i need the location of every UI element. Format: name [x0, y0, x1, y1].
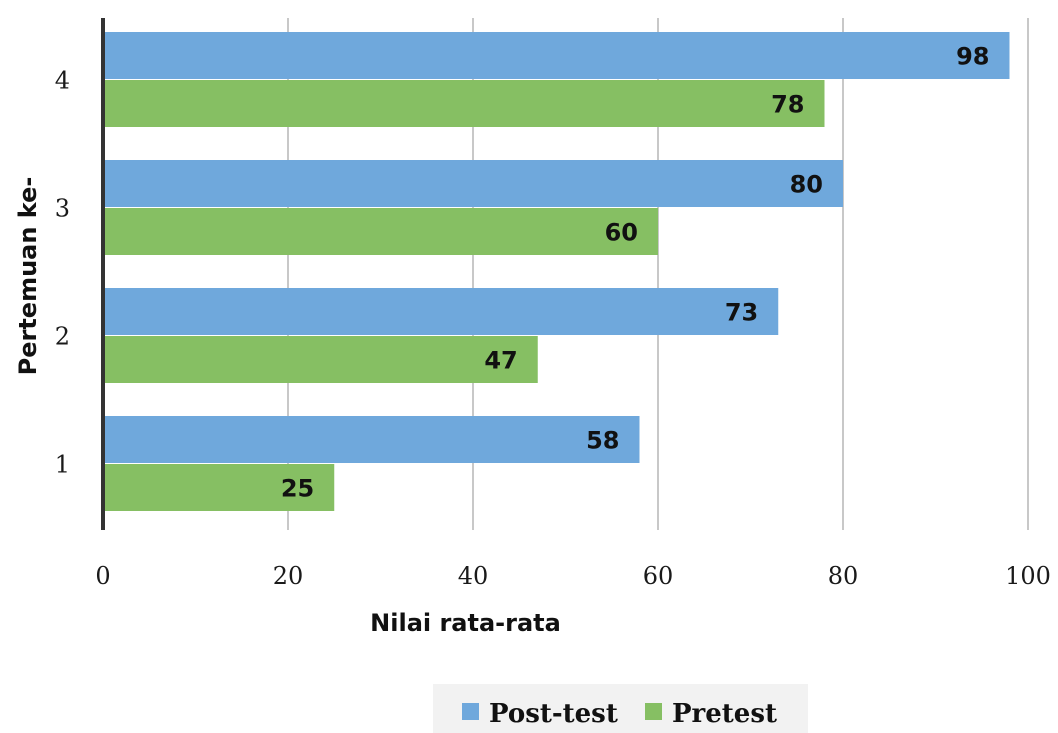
bar-post-test-1: [103, 416, 640, 463]
y-tick-labels: 1 2 3 4: [55, 67, 70, 479]
bar-post-test-4: [103, 32, 1010, 79]
data-label-post-test-2: 73: [725, 299, 758, 327]
bar-post-test-2: [103, 288, 779, 335]
x-tick-label-0: 0: [95, 562, 110, 590]
bar-pretest-1: [103, 464, 335, 511]
x-tick-label-80: 80: [828, 562, 859, 590]
legend-label-post-test: Post-test: [489, 699, 618, 729]
data-label-pretest-1: 25: [281, 475, 314, 503]
legend-background: [433, 684, 808, 733]
legend: Post-test Pretest: [433, 684, 808, 733]
y-tick-label-2: 2: [55, 323, 70, 351]
x-tick-label-60: 60: [643, 562, 674, 590]
data-label-pretest-4: 78: [771, 91, 804, 119]
data-label-post-test-4: 98: [956, 43, 989, 71]
y-tick-label-1: 1: [55, 451, 70, 479]
legend-swatch-pretest: [645, 703, 662, 720]
data-label-pretest-2: 47: [484, 347, 517, 375]
x-axis-title: Nilai rata-rata: [370, 609, 561, 637]
x-tick-labels: 0 20 40 60 80 100: [95, 562, 1051, 590]
x-tick-label-100: 100: [1005, 562, 1051, 590]
bar-pretest-4: [103, 80, 825, 127]
legend-label-pretest: Pretest: [672, 699, 777, 729]
x-tick-label-20: 20: [273, 562, 304, 590]
data-labels: 58 25 73 47 80 60 98 78: [281, 43, 990, 503]
data-label-post-test-1: 58: [586, 427, 619, 455]
y-tick-label-4: 4: [55, 67, 70, 95]
data-label-pretest-3: 60: [605, 219, 638, 247]
bar-pretest-3: [103, 208, 658, 255]
bar-post-test-3: [103, 160, 843, 207]
bars: [103, 32, 1010, 511]
x-tick-label-40: 40: [458, 562, 489, 590]
y-tick-label-3: 3: [55, 195, 70, 223]
y-axis-title: Pertemuan ke-: [14, 177, 42, 376]
data-label-post-test-3: 80: [790, 171, 823, 199]
bar-pretest-2: [103, 336, 538, 383]
legend-swatch-post-test: [462, 703, 479, 720]
